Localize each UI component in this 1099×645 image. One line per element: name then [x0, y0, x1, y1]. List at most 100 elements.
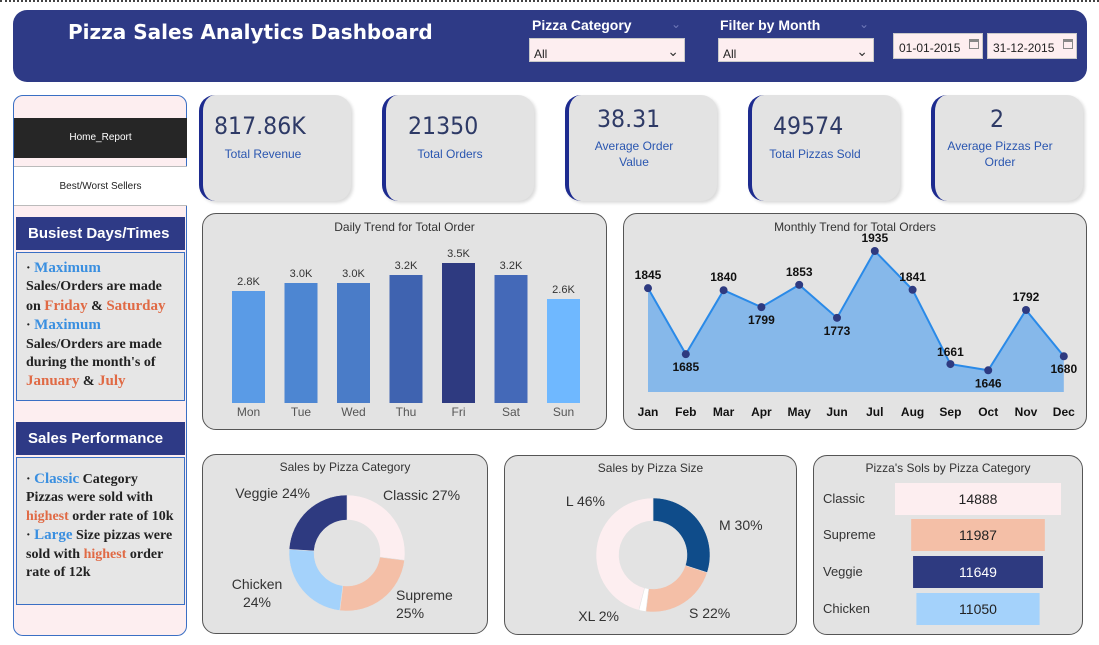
bar: [284, 283, 318, 403]
highlight-text: Saturday: [106, 297, 166, 314]
text: Category Pizzas were sold with: [26, 472, 153, 506]
month-filter-select[interactable]: All ⌄: [718, 38, 874, 62]
data-label: 1661: [937, 345, 964, 359]
x-tick-label: Jan: [638, 405, 659, 419]
data-label: 2.8K: [237, 276, 260, 288]
slice-label: Classic 27%: [383, 487, 460, 503]
highlight-text: Maximum: [34, 317, 101, 334]
start-date-input[interactable]: 01-01-2015: [893, 33, 983, 59]
data-point: [984, 366, 993, 375]
x-tick-label: Dec: [1053, 405, 1075, 419]
month-filter-label: Filter by Month: [720, 17, 821, 33]
data-point: [908, 285, 917, 294]
text: Sales/Orders are made on: [26, 279, 162, 314]
nav-home-report-button[interactable]: Home_Report: [14, 118, 187, 158]
x-tick-label: Sep: [939, 405, 961, 419]
bar: [895, 483, 1061, 515]
data-point: [757, 303, 766, 312]
busiest-point-2: · Maximum Sales/Orders are made during t…: [26, 317, 162, 390]
area-fill: [648, 251, 1064, 392]
data-label: 3.0K: [342, 268, 365, 280]
x-tick-label: Wed: [341, 405, 365, 419]
data-label: 1840: [710, 270, 737, 284]
slice: [288, 549, 344, 611]
data-label: 1799: [748, 313, 775, 327]
x-tick-label: Feb: [675, 405, 696, 419]
slice: [339, 556, 405, 612]
highlight-text: Large: [34, 527, 73, 544]
data-label: 1680: [1050, 362, 1077, 376]
bar: [913, 556, 1043, 588]
highlight-text: highest: [83, 546, 127, 562]
data-point: [1059, 352, 1068, 361]
size-donut-chart: M 30% S 22% XL 2% L 46%: [566, 493, 763, 624]
data-label: 1685: [672, 360, 699, 374]
chevron-down-icon: ⌄: [667, 43, 679, 59]
chart-title: Sales by Pizza Size: [597, 461, 704, 475]
text: order rate of 12k: [26, 546, 164, 581]
chevron-down-icon: ⌄: [859, 17, 870, 31]
kpi-value: 2: [990, 105, 1005, 133]
pizzas-sold-panel: Pizza's Sols by Pizza Category 14888 Clas…: [813, 455, 1083, 635]
slice-label: S 22%: [689, 605, 730, 621]
slice: [346, 494, 406, 561]
chart-title: Daily Trend for Total Order: [334, 220, 475, 234]
end-date-value: 31-12-2015: [993, 41, 1055, 55]
category-filter-select[interactable]: All ⌄: [529, 38, 685, 62]
kpi-label: Total Orders: [417, 147, 483, 161]
data-label: 3.2K: [500, 260, 523, 272]
data-label: 1792: [1013, 290, 1040, 304]
data-label: 14888: [959, 491, 998, 507]
kpi-label: Average Order Value: [594, 139, 674, 169]
highlight-text: Friday: [44, 297, 88, 314]
chevron-down-icon: ⌄: [856, 43, 868, 59]
data-point: [719, 286, 728, 295]
x-tick-label: Sun: [553, 405, 574, 419]
x-tick-label: Mar: [713, 405, 735, 419]
slice: [595, 497, 654, 611]
x-tick-label: Mon: [237, 405, 260, 419]
data-label: 1845: [635, 268, 662, 282]
highlight-text: July: [98, 373, 126, 390]
performance-point-2: · Large Size pizzas were sold with highe…: [26, 527, 173, 581]
data-point: [795, 280, 804, 289]
bar: [547, 299, 580, 403]
x-tick-label: Tue: [291, 405, 312, 419]
x-tick-label: May: [788, 405, 812, 419]
data-point: [946, 360, 955, 369]
chevron-down-icon: ⌄: [671, 17, 682, 31]
chart-title: Sales by Pizza Category: [279, 460, 411, 474]
pizzas-sold-chart: 14888 Classic 11987 Supreme 11649 Veggie 11050…: [823, 483, 1061, 625]
bar: [916, 593, 1040, 625]
kpi-card-total-pizzas-sold: 49574 Total Pizzas Sold: [748, 95, 900, 201]
data-point: [644, 284, 652, 293]
data-label: 1935: [861, 231, 888, 245]
busiest-days-header: Busiest Days/Times: [16, 217, 185, 250]
data-label: 1646: [975, 376, 1002, 390]
nav-best-worst-button[interactable]: Best/Worst Sellers: [14, 166, 187, 206]
x-tick-label: Jun: [826, 405, 847, 419]
data-point: [1022, 306, 1030, 315]
size-donut-panel: Sales by Pizza Size M 30% S 22% XL 2% L 46%: [504, 455, 797, 635]
bar: [911, 519, 1045, 551]
data-label: 3.0K: [290, 268, 313, 280]
calendar-icon: [1063, 39, 1073, 49]
data-point: [870, 247, 879, 255]
x-tick-label: Sat: [502, 405, 521, 419]
monthly-trend-panel: Monthly Trend for Total Orders 1845 Jan 16…: [623, 213, 1087, 430]
end-date-input[interactable]: 31-12-2015: [987, 33, 1077, 59]
bar: [232, 291, 265, 403]
x-tick-label: Nov: [1015, 405, 1038, 419]
x-tick-label: Thu: [396, 405, 417, 419]
category-label: Veggie: [823, 564, 863, 579]
page-title: Pizza Sales Analytics Dashboard: [68, 20, 433, 44]
data-label: 11987: [959, 527, 997, 543]
sales-performance-header: Sales Performance: [16, 422, 185, 455]
kpi-value: 38.31: [597, 105, 661, 133]
x-tick-label: Apr: [751, 405, 772, 419]
x-tick-label: Jul: [866, 405, 883, 419]
busiest-point-1: · Maximum Sales/Orders are made on Frida…: [26, 260, 166, 314]
top-border: [0, 0, 1099, 4]
data-label: 2.6K: [552, 284, 575, 296]
daily-trend-panel: Daily Trend for Total Order 2.8K Mon 3.0K T…: [202, 213, 607, 430]
